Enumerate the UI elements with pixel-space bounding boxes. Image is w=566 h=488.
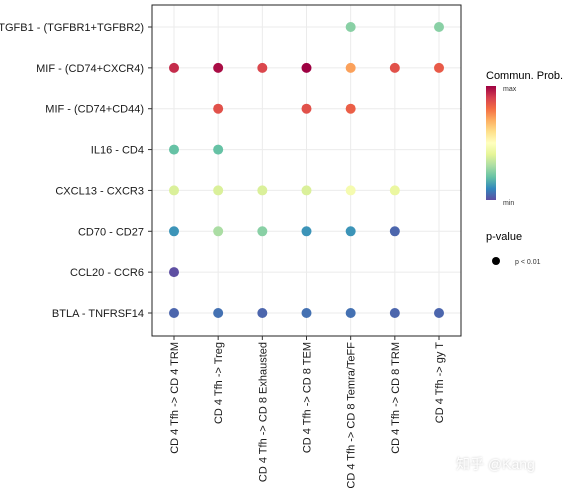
y-tick-label: CXCL13 - CXCR3 (55, 185, 144, 197)
data-point (345, 226, 356, 237)
y-tick-label: CD70 - CD27 (78, 226, 144, 238)
x-tick-label: CD 4 Tfh -> CD 8 Exhausted (257, 342, 269, 482)
data-point (213, 308, 224, 318)
data-point (389, 308, 400, 318)
x-tick-label: CD 4 Tfh -> CD 8 TRM (390, 342, 402, 454)
data-point (345, 62, 356, 73)
pvalue-legend-dot (492, 257, 500, 265)
y-axis-labels: TGFB1 - (TGFBR1+TGFBR2) MIF - (CD74+CXCR4… (0, 22, 152, 320)
grid-lines (152, 5, 461, 336)
pvalue-legend-label: p < 0.01 (515, 259, 541, 266)
x-tick-label: CD 4 Tfh -> CD 8 TEM (302, 342, 314, 453)
y-tick-label: CCL20 - CCR6 (70, 267, 144, 279)
data-point (213, 185, 224, 196)
data-point (345, 103, 356, 114)
x-tick-label: CD 4 Tfh -> CD 4 TRM (169, 342, 181, 454)
data-point (345, 308, 356, 318)
data-point (389, 226, 400, 237)
x-tick-label: CD 4 Tfh -> Treg (213, 342, 225, 424)
data-point (389, 185, 400, 196)
color-legend-min-label: min (503, 200, 514, 207)
data-point (301, 308, 312, 318)
x-tick-label: CD 4 Tfh -> gy T (434, 342, 446, 423)
x-tick-label: CD 4 Tfh -> CD 8 Temra/TeFF (346, 342, 358, 488)
data-point (434, 22, 444, 32)
data-point (169, 185, 179, 196)
data-point (257, 62, 268, 73)
color-legend-bar (486, 86, 496, 200)
data-point (434, 308, 444, 318)
y-tick-label: TGFB1 - (TGFBR1+TGFBR2) (0, 22, 144, 34)
data-point (389, 62, 400, 73)
data-point (434, 62, 444, 73)
data-point (257, 308, 268, 318)
pvalue-legend-title: p-value (486, 231, 522, 243)
pvalue-legend: p-value p < 0.01 (486, 231, 541, 266)
y-tick-label: IL16 - CD4 (91, 145, 144, 157)
y-tick-label: MIF - (CD74+CD44) (45, 104, 144, 116)
data-point (301, 185, 312, 196)
data-point (169, 62, 179, 73)
data-point (213, 103, 224, 114)
data-points (169, 22, 444, 318)
y-tick-label: MIF - (CD74+CXCR4) (36, 63, 144, 75)
data-point (345, 185, 356, 196)
data-point (169, 267, 179, 278)
data-point (301, 226, 312, 237)
data-point (213, 226, 224, 237)
color-legend: Commun. Prob. max min (486, 70, 563, 207)
data-point (213, 144, 224, 155)
data-point (169, 144, 179, 155)
data-point (213, 62, 224, 73)
data-point (257, 185, 268, 196)
color-legend-title: Commun. Prob. (486, 70, 563, 82)
data-point (169, 308, 179, 318)
data-point (169, 226, 179, 237)
watermark-text: 知乎 @Kang (456, 456, 535, 472)
data-point (345, 22, 356, 32)
data-point (257, 226, 268, 237)
data-point (301, 62, 312, 73)
x-axis-labels: CD 4 Tfh -> CD 4 TRM CD 4 Tfh -> Treg CD 4… (169, 336, 446, 488)
color-legend-max-label: max (503, 86, 517, 93)
data-point (301, 103, 312, 114)
y-tick-label: BTLA - TNFRSF14 (52, 308, 144, 320)
